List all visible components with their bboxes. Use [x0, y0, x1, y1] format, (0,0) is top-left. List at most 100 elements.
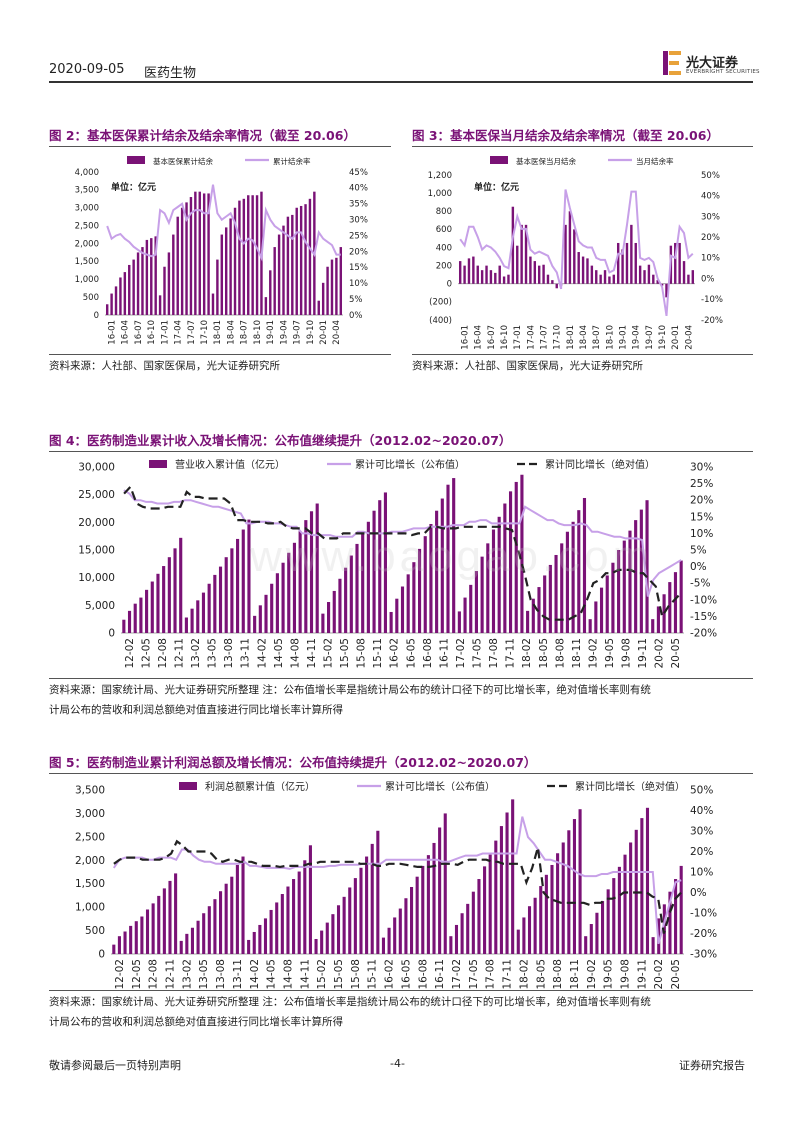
x-tick-label: 19-02: [587, 638, 599, 669]
bar: [332, 590, 336, 633]
bar: [230, 548, 234, 633]
bar: [494, 272, 497, 284]
y2-tick-label: -5%: [690, 578, 710, 590]
bar: [201, 592, 206, 633]
bar: [520, 224, 523, 284]
logo-text: 光大证券: [686, 56, 739, 71]
bar: [376, 830, 380, 954]
y2-tick-label: 15%: [349, 263, 368, 273]
x-tick-label: 19-07: [293, 320, 303, 345]
bar: [529, 256, 532, 284]
bar: [167, 252, 171, 315]
legend-swatch-bar: [179, 782, 197, 790]
fig3-title: 图 3：基本医保当月结余及结余率情况（截至 20.06）: [412, 128, 719, 143]
bar: [600, 901, 605, 954]
bar: [355, 543, 359, 633]
bar: [673, 572, 678, 633]
bar: [202, 193, 206, 315]
x-tick-label: 16-08: [422, 638, 434, 669]
bar: [651, 619, 655, 633]
legend-label: 累计结余率: [273, 156, 311, 166]
bar: [196, 920, 200, 954]
bar: [282, 225, 285, 315]
bar: [460, 913, 464, 954]
y2-tick-label: 25%: [349, 231, 368, 241]
bar: [281, 562, 285, 633]
y2-tick-label: -10%: [690, 594, 717, 606]
x-tick-label: 18-07: [240, 320, 250, 345]
y2-tick-label: 45%: [349, 168, 368, 178]
bar: [275, 902, 279, 954]
x-tick-label: 16-10: [500, 325, 510, 350]
bar: [544, 874, 548, 954]
bar: [252, 931, 256, 954]
bar: [573, 229, 576, 284]
y2-tick-label: -30%: [690, 949, 717, 961]
bar: [387, 927, 391, 954]
y2-tick-label: -20%: [690, 628, 717, 640]
bar: [511, 206, 515, 284]
x-tick-label: 20-01: [319, 320, 329, 345]
bar: [560, 543, 564, 633]
bar: [595, 270, 598, 284]
bar: [565, 531, 569, 633]
bar: [269, 909, 273, 954]
legend-label: 基本医保累计结余: [153, 156, 213, 166]
logo-icon: [663, 51, 681, 75]
bar: [151, 903, 155, 954]
bar: [247, 939, 251, 954]
bar: [297, 871, 301, 954]
bar: [327, 602, 331, 633]
bar: [458, 261, 462, 284]
y2-tick-label: 5%: [690, 545, 707, 557]
bar: [315, 503, 319, 633]
bar: [582, 497, 587, 633]
bar: [617, 550, 621, 633]
bar: [645, 807, 650, 954]
bar: [213, 574, 217, 633]
bar: [423, 536, 427, 633]
x-tick-label: 18-02: [518, 959, 530, 990]
y-tick-label: 15,000: [78, 545, 115, 557]
bar: [127, 610, 132, 633]
x-tick-label: 17-04: [526, 325, 536, 350]
bar: [236, 538, 240, 633]
logo-subtext: EVERBRIGHT SECURITIES: [686, 69, 760, 75]
x-tick-label: 15-05: [333, 959, 345, 990]
bar: [520, 474, 524, 633]
bar: [258, 605, 262, 633]
bar: [224, 227, 228, 315]
bar: [603, 270, 607, 284]
fig3-chart: 1,200 1,000 800 600 400 200 0 (200) (400) 50% 40% 3…: [428, 156, 723, 350]
fig5-source-line-1: 资料来源：国家统计局、光大证券研究所整理 注：公布值增长率是指统计局公布的统计口…: [49, 996, 651, 1008]
x-tick-label: 14-05: [266, 959, 278, 990]
bar: [133, 603, 137, 633]
x-tick-label: 17-05: [472, 638, 484, 669]
y2-tick-label: 50%: [690, 785, 713, 797]
bar: [568, 211, 572, 284]
bar: [594, 601, 598, 633]
bar: [489, 270, 493, 284]
x-tick-label: 19-01: [618, 325, 628, 350]
y2-tick-label: -20%: [690, 928, 717, 940]
x-tick-label: 16-05: [400, 959, 412, 990]
x-tick-label: 12-11: [173, 638, 185, 669]
x-tick-label: 18-07: [592, 325, 602, 350]
bar: [656, 606, 660, 633]
bar: [134, 921, 138, 954]
bar: [629, 842, 633, 954]
bar: [678, 242, 681, 284]
bar: [432, 842, 436, 954]
x-tick-label: 16-01: [107, 320, 117, 345]
series-line-reported: [112, 816, 682, 945]
legend-label: 累计可比增长（公布值）: [355, 458, 465, 471]
bar: [537, 587, 541, 633]
bar: [230, 876, 234, 954]
bar: [162, 888, 166, 954]
bar: [309, 511, 314, 633]
bar: [628, 530, 632, 633]
bar: [273, 247, 276, 315]
x-tick-label: 14-08: [282, 959, 294, 990]
bar: [522, 917, 526, 954]
bar: [665, 283, 668, 298]
